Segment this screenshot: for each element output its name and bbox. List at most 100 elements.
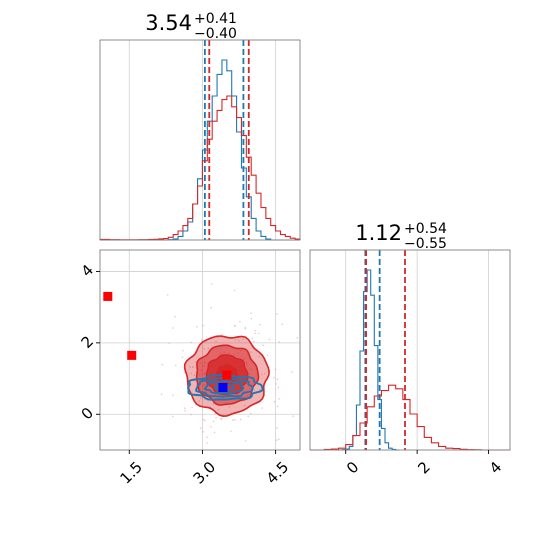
scatter-point bbox=[213, 431, 216, 434]
scatter-point bbox=[259, 388, 261, 391]
title-upper: +0.41 bbox=[194, 11, 237, 27]
scatter-point bbox=[232, 419, 234, 421]
scatter-point bbox=[253, 389, 256, 391]
scatter-point bbox=[239, 418, 242, 421]
scatter-point bbox=[264, 372, 266, 375]
scatter-point bbox=[244, 326, 247, 329]
scatter-point bbox=[276, 313, 278, 315]
scatter-point bbox=[200, 427, 202, 429]
bottom-right-frame bbox=[309, 249, 511, 451]
scatter-point bbox=[203, 347, 206, 350]
x-tick-label-bl-1: 3.0 bbox=[190, 458, 220, 488]
scatter-point bbox=[243, 404, 246, 407]
scatter-point bbox=[200, 339, 203, 341]
scatter-point bbox=[262, 344, 264, 347]
histogram-series-br-1 bbox=[310, 384, 510, 451]
scatter-point bbox=[228, 406, 231, 408]
scatter-point bbox=[174, 364, 177, 367]
x-tick-label-br-0: 0 bbox=[343, 458, 362, 477]
scatter-point bbox=[215, 417, 217, 419]
marker-1 bbox=[127, 350, 137, 360]
scatter-point bbox=[268, 338, 271, 341]
scatter-point bbox=[292, 415, 295, 417]
scatter-point bbox=[258, 332, 260, 335]
marker-0 bbox=[103, 291, 113, 301]
scatter-point bbox=[202, 430, 204, 433]
scatter-point bbox=[254, 332, 257, 335]
scatter-point bbox=[168, 342, 171, 344]
scatter-point bbox=[250, 351, 252, 354]
scatter-point bbox=[276, 427, 278, 429]
scatter-point bbox=[253, 340, 255, 343]
scatter-point bbox=[215, 340, 217, 343]
scatter-point bbox=[238, 340, 240, 342]
scatter-point bbox=[244, 440, 247, 442]
scatter-point bbox=[261, 407, 264, 409]
scatter-point bbox=[200, 397, 202, 400]
scatter-point bbox=[203, 419, 206, 422]
marker-2 bbox=[222, 370, 232, 380]
blue-contour-1 bbox=[194, 377, 254, 398]
scatter-point bbox=[174, 315, 176, 318]
blue-contour-2 bbox=[203, 380, 245, 395]
scatter-point bbox=[244, 327, 247, 330]
scatter-point bbox=[233, 324, 236, 327]
title-lower: −0.55 bbox=[404, 236, 447, 252]
scatter-point bbox=[251, 337, 254, 340]
histogram-series-1 bbox=[99, 95, 301, 241]
scatter-point bbox=[212, 402, 215, 405]
blue-contour-0 bbox=[187, 374, 264, 401]
scatter-point bbox=[207, 347, 210, 350]
x-tick-label-br-2: 4 bbox=[486, 458, 505, 477]
scatter-point bbox=[275, 439, 278, 441]
scatter-point bbox=[273, 376, 275, 379]
scatter-point bbox=[160, 393, 163, 396]
x-tick-label-br-1: 2 bbox=[414, 458, 433, 477]
scatter-point bbox=[172, 394, 174, 397]
x-tick-label-bl-2: 4.5 bbox=[263, 458, 293, 488]
scatter-point bbox=[172, 415, 174, 418]
scatter-point bbox=[184, 407, 186, 410]
scatter-point bbox=[258, 355, 261, 358]
scatter-point bbox=[202, 418, 205, 421]
scatter-point bbox=[198, 400, 201, 402]
scatter-point bbox=[242, 338, 244, 340]
scatter-point bbox=[212, 420, 215, 423]
scatter-point bbox=[181, 356, 184, 359]
y-tick-label-bl-2: 4 bbox=[78, 261, 97, 280]
scatter-point bbox=[206, 436, 208, 439]
scatter-point bbox=[276, 405, 279, 408]
scatter-point bbox=[233, 289, 236, 292]
scatter-point bbox=[266, 354, 269, 357]
scatter-point bbox=[190, 341, 193, 344]
scatter-point bbox=[276, 378, 279, 380]
scatter-point bbox=[161, 363, 164, 366]
scatter-point bbox=[250, 413, 252, 415]
scatter-point bbox=[184, 409, 186, 412]
scatter-point bbox=[182, 349, 184, 352]
scatter-point bbox=[254, 329, 256, 332]
scatter-point bbox=[171, 327, 174, 329]
scatter-point bbox=[217, 408, 220, 411]
title-value: 3.54 bbox=[145, 11, 192, 35]
scatter-point bbox=[278, 398, 280, 400]
scatter-point bbox=[277, 386, 280, 389]
scatter-point bbox=[166, 294, 169, 296]
scatter-point bbox=[221, 333, 223, 336]
title-lower: −0.40 bbox=[194, 26, 237, 42]
scatter-point bbox=[210, 425, 212, 428]
scatter-point bbox=[275, 383, 278, 385]
panel-title-1: 3.54 +0.41−0.40 bbox=[145, 11, 237, 42]
scatter-point bbox=[210, 306, 213, 309]
scatter-point bbox=[191, 406, 193, 409]
scatter-point bbox=[250, 317, 253, 320]
scatter-point bbox=[259, 323, 261, 326]
scatter-point bbox=[211, 283, 213, 285]
histogram-series-0 bbox=[100, 59, 300, 241]
scatter-point bbox=[233, 418, 236, 421]
scatter-point bbox=[201, 397, 204, 399]
title-upper: +0.54 bbox=[404, 221, 447, 237]
scatter-point bbox=[291, 371, 293, 373]
